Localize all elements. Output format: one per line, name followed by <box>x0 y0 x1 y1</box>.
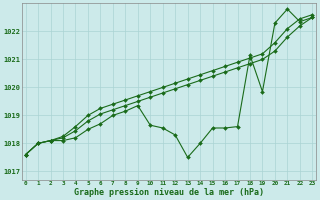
X-axis label: Graphe pression niveau de la mer (hPa): Graphe pression niveau de la mer (hPa) <box>74 188 264 197</box>
